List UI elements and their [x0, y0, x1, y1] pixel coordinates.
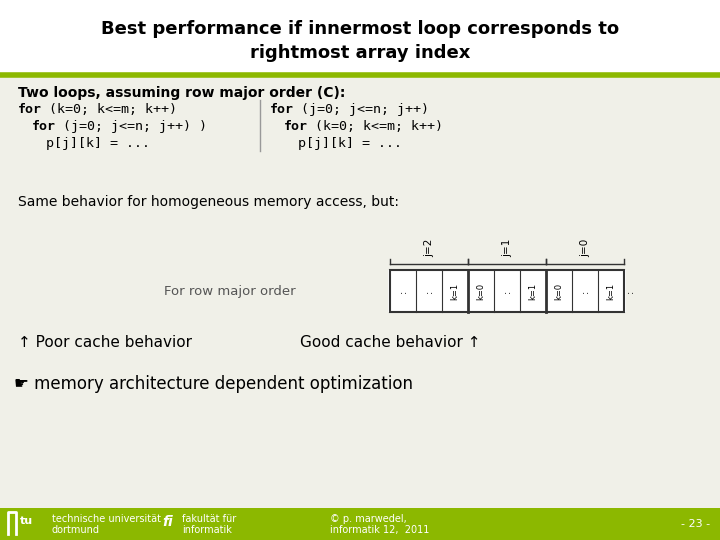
- Bar: [388, 270, 626, 312]
- Text: tu: tu: [20, 516, 33, 526]
- Text: For row major order: For row major order: [164, 285, 296, 298]
- Text: ☛ memory architecture dependent optimization: ☛ memory architecture dependent optimiza…: [14, 375, 413, 393]
- Text: :: :: [625, 289, 635, 293]
- Text: (j=0; j<=n; j++): (j=0; j<=n; j++): [293, 103, 429, 116]
- Text: Best performance if innermost loop corresponds to: Best performance if innermost loop corre…: [101, 20, 619, 38]
- Text: Good cache behavior ↑: Good cache behavior ↑: [300, 335, 480, 350]
- Text: informatik: informatik: [182, 525, 232, 535]
- Text: j=0: j=0: [580, 239, 590, 257]
- Text: :: :: [502, 289, 512, 293]
- Text: ↑ Poor cache behavior: ↑ Poor cache behavior: [18, 335, 192, 350]
- Text: k=0: k=0: [554, 282, 564, 300]
- Text: rightmost array index: rightmost array index: [250, 44, 470, 62]
- Text: k=1: k=1: [451, 282, 459, 300]
- Text: for: for: [284, 120, 308, 133]
- Text: technische universität: technische universität: [52, 514, 161, 524]
- Text: :: :: [398, 289, 408, 293]
- Text: fakultät für: fakultät für: [182, 514, 236, 524]
- Text: p[j][k] = ...: p[j][k] = ...: [46, 137, 150, 150]
- Text: - 23 -: - 23 -: [681, 519, 710, 529]
- Text: Two loops, assuming row major order (C):: Two loops, assuming row major order (C):: [18, 86, 346, 100]
- Text: (k=0; k<=m; k++): (k=0; k<=m; k++): [41, 103, 177, 116]
- Text: informatik 12,  2011: informatik 12, 2011: [330, 525, 429, 535]
- Text: j=2: j=2: [424, 239, 434, 257]
- Text: for: for: [32, 120, 56, 133]
- Text: Same behavior for homogeneous memory access, but:: Same behavior for homogeneous memory acc…: [18, 195, 399, 209]
- Text: j=1: j=1: [502, 239, 512, 257]
- Text: :: :: [424, 289, 434, 293]
- Text: © p. marwedel,: © p. marwedel,: [330, 514, 407, 524]
- Text: :: :: [580, 289, 590, 293]
- Bar: [0, 508, 720, 540]
- Text: (j=0; j<=n; j++) ): (j=0; j<=n; j++) ): [55, 120, 207, 133]
- Text: k=1: k=1: [528, 282, 538, 300]
- Bar: [390, 270, 624, 312]
- Text: fi: fi: [162, 515, 173, 529]
- Text: dortmund: dortmund: [52, 525, 100, 535]
- Text: (k=0; k<=m; k++): (k=0; k<=m; k++): [307, 120, 443, 133]
- Text: for: for: [18, 103, 42, 116]
- Text: for: for: [270, 103, 294, 116]
- Text: k=0: k=0: [477, 282, 485, 300]
- Text: p[j][k] = ...: p[j][k] = ...: [298, 137, 402, 150]
- Text: k=1: k=1: [606, 282, 616, 300]
- Bar: [0, 0, 720, 75]
